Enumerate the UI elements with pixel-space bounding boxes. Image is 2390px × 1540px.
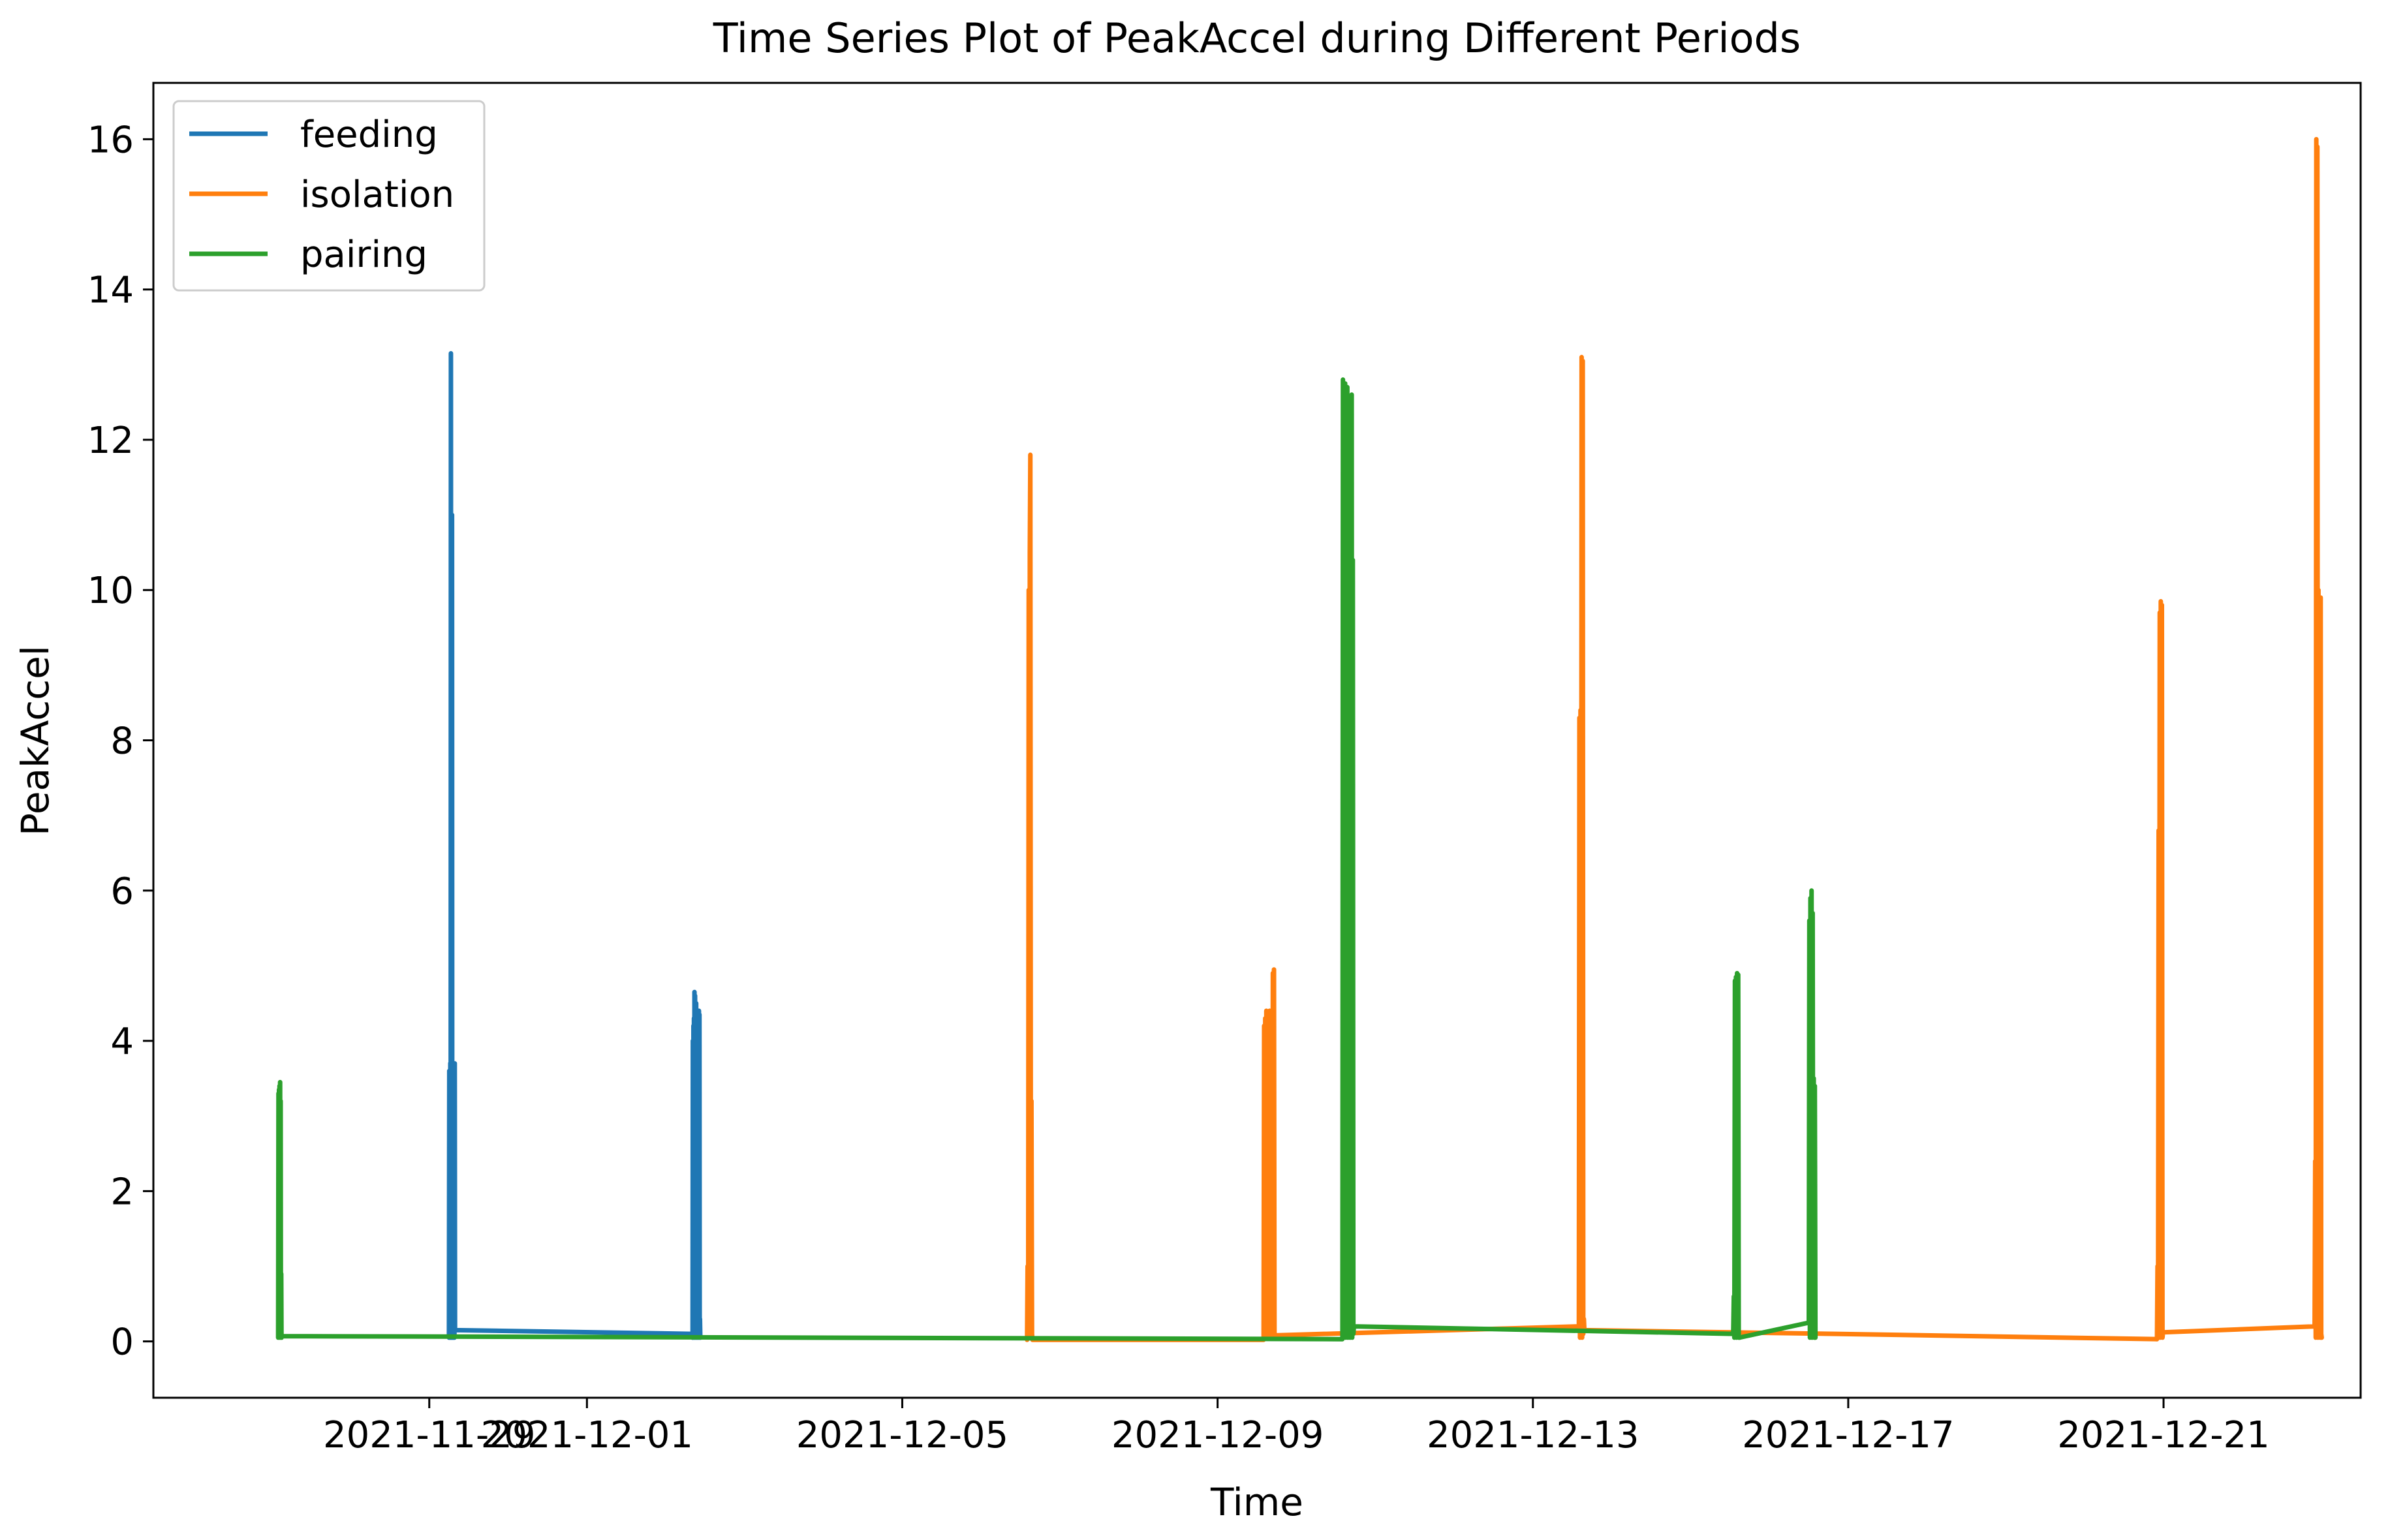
x-tick-label: 2021-12-17	[1742, 1414, 1954, 1456]
y-axis: 0 2 4 6 8 10 12 14 16	[87, 119, 153, 1364]
x-tick-label: 2021-12-21	[2057, 1414, 2269, 1456]
y-tick-label: 10	[87, 570, 134, 612]
x-tick-label: 2021-12-01	[481, 1414, 693, 1456]
y-tick-label: 16	[87, 119, 134, 161]
series-layer	[275, 136, 2324, 1342]
y-tick-label: 2	[110, 1171, 134, 1213]
series-line-pairing	[275, 377, 1818, 1342]
y-axis-label: PeakAccel	[13, 645, 57, 836]
x-tick-label: 2021-11-29	[323, 1414, 535, 1456]
chart-title: Time Series Plot of PeakAccel during Dif…	[713, 14, 1801, 62]
x-tick-label: 2021-12-05	[796, 1414, 1008, 1456]
legend-label-pairing: pairing	[300, 234, 427, 276]
x-tick-label: 2021-12-13	[1427, 1414, 1639, 1456]
legend-label-feeding: feeding	[300, 114, 438, 156]
y-tick-label: 0	[110, 1321, 134, 1364]
legend-frame	[172, 100, 486, 292]
y-tick-label: 14	[87, 270, 134, 312]
y-tick-label: 12	[87, 420, 134, 462]
y-tick-label: 8	[110, 720, 134, 763]
legend-label-isolation: isolation	[300, 174, 454, 216]
series-line-isolation	[1025, 136, 2324, 1342]
y-tick-label: 6	[110, 870, 134, 913]
x-axis-label: Time	[1210, 1480, 1303, 1524]
legend: feeding isolation pairing	[172, 100, 486, 292]
x-tick-label: 2021-12-09	[1111, 1414, 1324, 1456]
series-line-feeding	[446, 351, 703, 1340]
y-tick-label: 4	[110, 1021, 134, 1063]
